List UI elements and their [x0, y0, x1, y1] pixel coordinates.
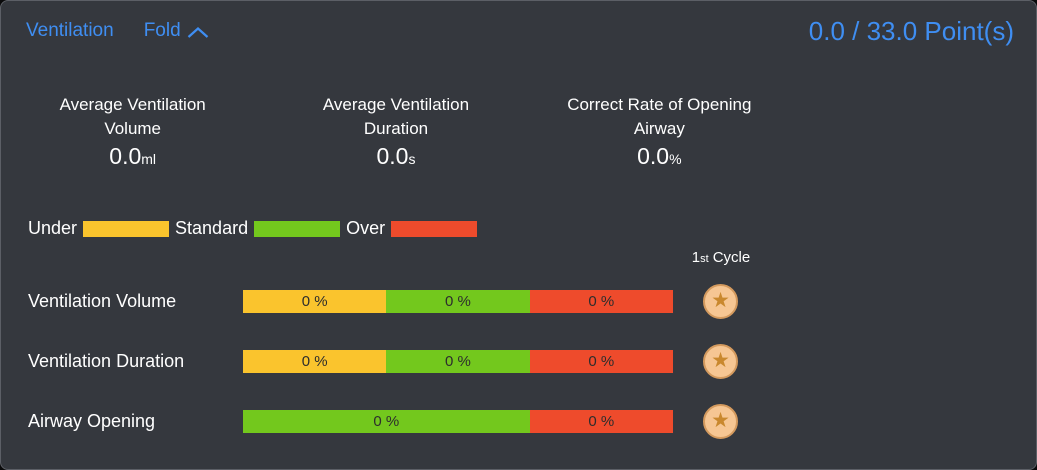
bar-segment-under: 0 %: [243, 349, 387, 373]
legend-swatch-under: [83, 220, 170, 237]
stat-value: 0.0%: [528, 143, 791, 170]
stacked-bar: 0 % 0 % 0 %: [243, 349, 673, 373]
cycle-column-header: 1st Cycle: [686, 249, 756, 266]
stat-label: Correct Rate of Opening Airway: [528, 93, 791, 141]
segment-value: 0 %: [445, 352, 471, 370]
stat-average-ventilation-volume: Average Ventilation Volume 0.0ml: [1, 93, 264, 170]
legend-label-under: Under: [28, 218, 78, 238]
stat-label-line2: Airway: [633, 119, 685, 138]
cycle-score-badge: ★: [703, 283, 738, 319]
stat-value: 0.0s: [264, 143, 527, 170]
cycle-score-badge: ★: [703, 403, 738, 439]
bar-segment-over: 0 %: [529, 289, 673, 313]
stat-label: Average Ventilation Volume: [1, 93, 264, 141]
stat-label-line2: Duration: [363, 119, 429, 138]
star-icon: ★: [711, 288, 730, 312]
score-text: 0.0 / 33.0 Point(s): [808, 15, 1014, 46]
star-icon: ★: [711, 408, 730, 432]
segment-value: 0 %: [445, 292, 471, 310]
stat-value: 0.0ml: [1, 143, 264, 170]
legend: Under Standard Over: [28, 218, 478, 239]
segment-value: 0 %: [301, 292, 328, 310]
row-label: Airway Opening: [28, 410, 156, 431]
segment-value: 0 %: [588, 292, 615, 310]
bar-segment-over: 0 %: [529, 349, 673, 373]
segment-value: 0 %: [588, 352, 615, 370]
stat-label-line2: Volume: [104, 119, 162, 138]
cycle-number: 1: [691, 249, 701, 266]
row-label: Ventilation Duration: [28, 350, 185, 371]
legend-swatch-over: [391, 220, 478, 237]
row-ventilation-duration: Ventilation Duration 0 % 0 % 0 % ★: [1, 331, 1036, 391]
bar-segment-over: 0 %: [529, 409, 673, 433]
panel-title: Ventilation: [26, 20, 114, 41]
stacked-bar: 0 % 0 %: [243, 409, 673, 433]
chevron-up-icon: [187, 26, 208, 38]
stats-row: Average Ventilation Volume 0.0ml Average…: [1, 93, 791, 170]
row-airway-opening: Airway Opening 0 % 0 % ★: [1, 391, 1036, 451]
row-ventilation-volume: Ventilation Volume 0 % 0 % 0 % ★: [1, 271, 1036, 331]
stat-label-line1: Average Ventilation: [322, 95, 470, 114]
panel-header: Ventilation Fold 0.0 / 33.0 Point(s): [26, 15, 1014, 47]
fold-label: Fold: [143, 20, 181, 41]
stat-value-unit: s: [408, 151, 416, 167]
stat-value-number: 0.0: [109, 143, 142, 169]
stat-label-line1: Average Ventilation: [59, 95, 206, 114]
cycle-score-badge: ★: [703, 343, 738, 379]
stat-label-line1: Correct Rate of Opening: [567, 95, 752, 114]
cycle-ordinal: st: [700, 253, 709, 265]
bar-segment-standard: 0 %: [386, 349, 530, 373]
bar-segment-under: 0 %: [243, 289, 387, 313]
star-icon: ★: [711, 348, 730, 372]
legend-swatch-standard: [254, 220, 341, 237]
segment-value: 0 %: [301, 352, 328, 370]
stat-value-unit: ml: [141, 151, 157, 167]
segment-value: 0 %: [373, 412, 400, 430]
stat-value-number: 0.0: [637, 143, 670, 169]
legend-label-standard: Standard: [175, 218, 249, 238]
row-label: Ventilation Volume: [28, 290, 177, 311]
legend-label-over: Over: [346, 218, 386, 238]
cycle-word: Cycle: [712, 249, 751, 266]
bar-segment-standard: 0 %: [243, 409, 530, 433]
stat-value-number: 0.0: [376, 143, 409, 169]
bar-segment-standard: 0 %: [386, 289, 530, 313]
stat-average-ventilation-duration: Average Ventilation Duration 0.0s: [264, 93, 527, 170]
fold-button[interactable]: Fold: [144, 20, 209, 42]
stat-correct-rate-opening-airway: Correct Rate of Opening Airway 0.0%: [528, 93, 791, 170]
stacked-bar: 0 % 0 % 0 %: [243, 289, 673, 313]
segment-value: 0 %: [588, 412, 615, 430]
stat-value-unit: %: [669, 151, 682, 167]
stat-label: Average Ventilation Duration: [264, 93, 527, 141]
bar-rows: Ventilation Volume 0 % 0 % 0 % ★ Ventila…: [1, 271, 1036, 451]
